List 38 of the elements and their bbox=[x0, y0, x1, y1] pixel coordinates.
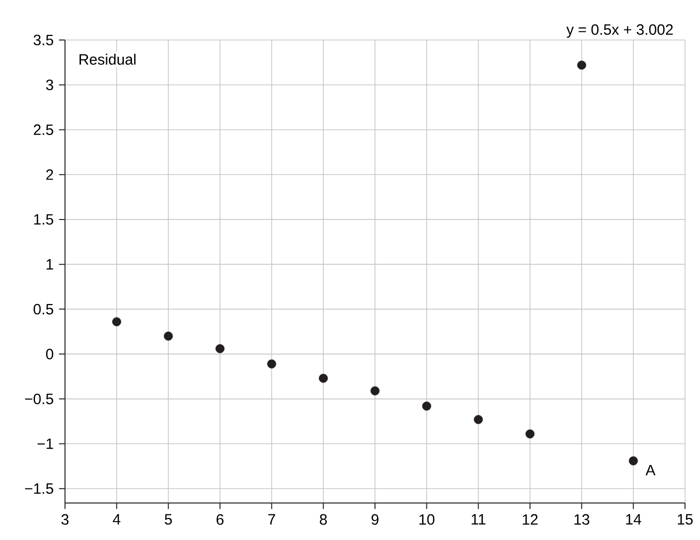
annotation: A bbox=[646, 465, 656, 476]
y-tick-label: 2.5 bbox=[34, 124, 54, 136]
x-tick-label: 13 bbox=[574, 514, 590, 525]
y-tick-label: 3.5 bbox=[34, 34, 54, 46]
point bbox=[267, 359, 276, 368]
y-tick-label: 0 bbox=[46, 348, 54, 360]
y-tick-label: 3 bbox=[46, 80, 54, 90]
y-tick-label: 1 bbox=[46, 259, 54, 270]
x-tick-label: 5 bbox=[164, 514, 172, 525]
point bbox=[112, 317, 122, 326]
y-axis-title: Residual bbox=[80, 54, 136, 65]
x-tick-label: 8 bbox=[320, 514, 327, 525]
x-tick-label: 11 bbox=[472, 514, 486, 524]
point bbox=[628, 456, 638, 466]
point bbox=[526, 429, 535, 438]
x-tick-label: 7 bbox=[268, 514, 276, 524]
point bbox=[577, 60, 586, 70]
y-tick-label: −1 bbox=[38, 438, 54, 449]
x-tick-label: 6 bbox=[216, 514, 224, 525]
x-tick-label: 9 bbox=[372, 514, 378, 525]
text: y = 0.5x + 3.002 bbox=[566, 24, 673, 38]
x-tick-label: 15 bbox=[678, 514, 693, 525]
x-tick-label: 14 bbox=[626, 514, 642, 524]
point bbox=[474, 415, 483, 424]
y-tick-label: 2 bbox=[46, 169, 54, 180]
x-tick-label: 4 bbox=[112, 514, 120, 524]
x-tick-label: 3 bbox=[61, 514, 68, 525]
y-tick-label: 0.5 bbox=[34, 304, 54, 314]
point bbox=[318, 374, 328, 383]
y-tick-label: −0.5 bbox=[25, 394, 54, 404]
x-tick-label: 10 bbox=[420, 514, 434, 525]
point bbox=[164, 332, 173, 341]
point bbox=[216, 344, 224, 354]
x-tick-label: 12 bbox=[522, 514, 538, 525]
y-tick-label: 1.5 bbox=[34, 214, 54, 225]
y-tick-label: −1.5 bbox=[25, 483, 54, 494]
point bbox=[370, 386, 380, 396]
point bbox=[422, 402, 432, 411]
